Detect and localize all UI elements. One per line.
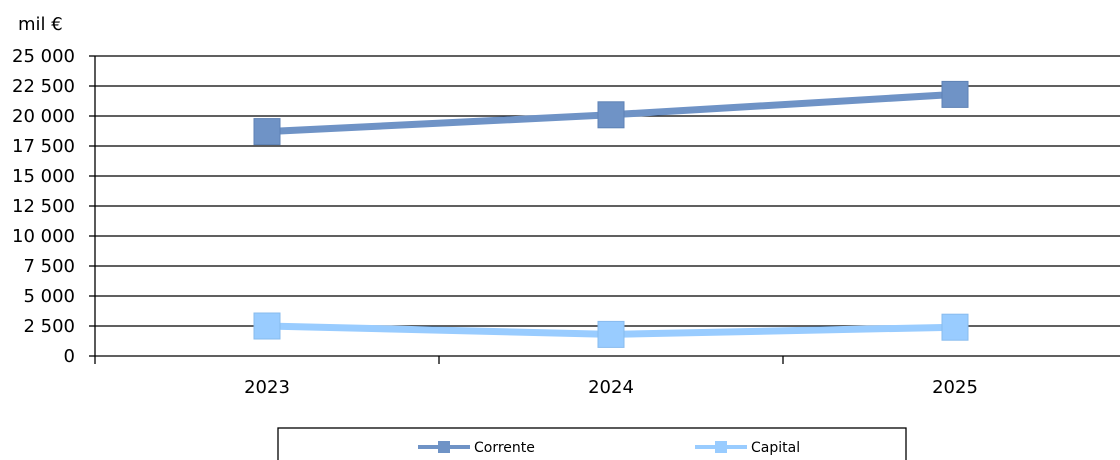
y-tick-label: 10 000 [12, 226, 75, 247]
y-tick-label: 22 500 [12, 76, 75, 97]
x-tick-label: 2024 [588, 377, 634, 398]
axes [89, 55, 1120, 364]
y-tick-labels: 0 2 500 5 000 7 500 10 000 12 500 15 000 17 500… [12, 46, 75, 367]
legend-label: Capital [751, 440, 800, 456]
x-tick-label: 2025 [932, 377, 978, 398]
data-point-marker [597, 101, 625, 129]
data-point-marker [253, 118, 281, 146]
y-tick-label: 2 500 [23, 316, 75, 337]
y-tick-label: 5 000 [23, 286, 75, 307]
y-tick-label: 25 000 [12, 46, 75, 67]
y-axis-unit-label: mil € [18, 14, 63, 35]
legend-marker-swatch [438, 441, 450, 453]
x-tick-label: 2023 [244, 377, 290, 398]
series-lines [253, 80, 969, 348]
x-tick-labels: 2023 2024 2025 [244, 377, 978, 398]
legend: Corrente Capital [277, 427, 907, 460]
y-tick-label: 0 [64, 346, 75, 367]
y-tick-label: 7 500 [23, 256, 75, 277]
y-tick-label: 20 000 [12, 106, 75, 127]
y-tick-label: 15 000 [12, 166, 75, 187]
y-tick-label: 12 500 [12, 196, 75, 217]
data-point-marker [597, 320, 625, 348]
data-point-marker [941, 313, 969, 341]
legend-box [277, 427, 907, 460]
gridlines [95, 55, 1120, 327]
legend-marker-swatch [715, 441, 727, 453]
y-tick-label: 17 500 [12, 136, 75, 157]
legend-label: Corrente [474, 440, 535, 456]
data-point-marker [941, 80, 969, 108]
data-point-marker [253, 312, 281, 340]
